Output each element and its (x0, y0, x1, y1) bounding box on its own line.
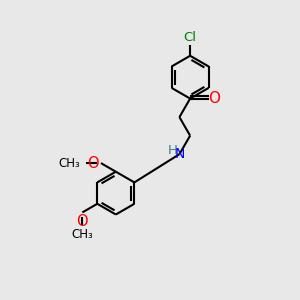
Text: N: N (175, 147, 185, 160)
Text: O: O (76, 214, 88, 229)
Text: Cl: Cl (183, 32, 196, 44)
Text: CH₃: CH₃ (58, 157, 80, 169)
Text: O: O (87, 156, 98, 171)
Text: O: O (208, 91, 220, 106)
Text: H: H (168, 143, 178, 157)
Text: CH₃: CH₃ (71, 228, 93, 241)
